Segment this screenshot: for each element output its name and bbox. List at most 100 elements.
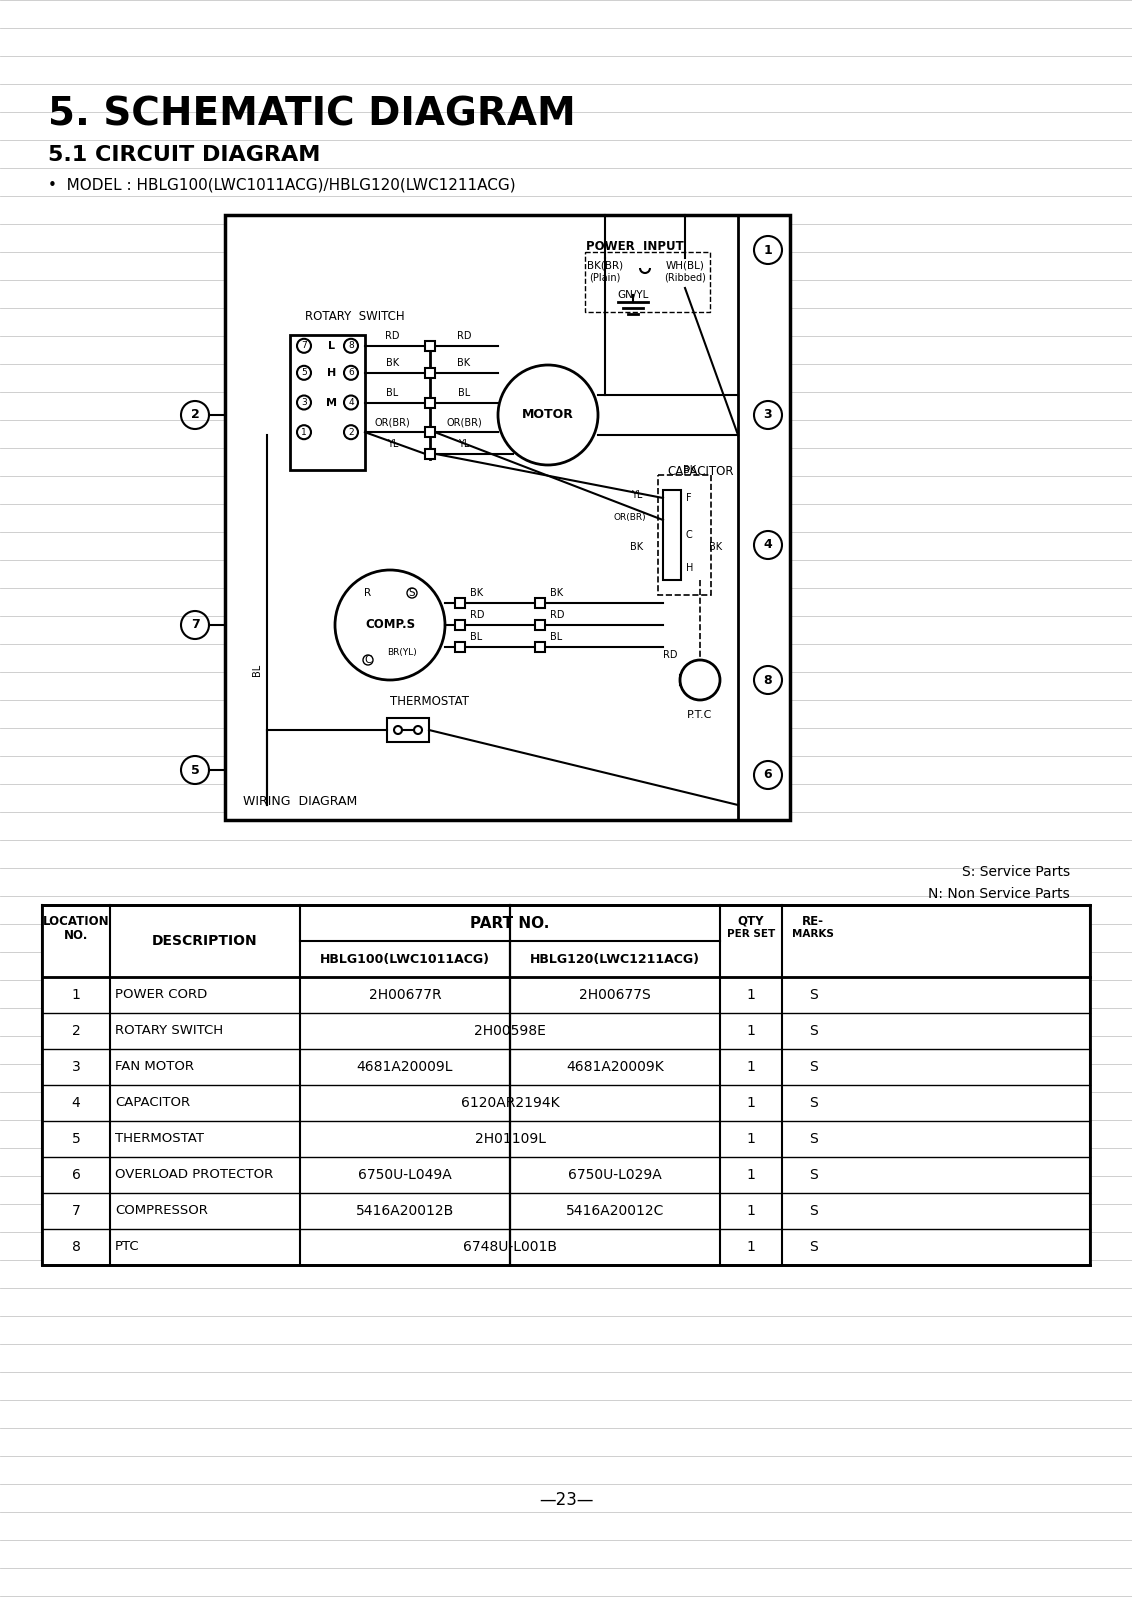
Text: RD: RD [662,650,677,659]
Text: YL: YL [632,490,643,499]
Text: S: S [808,1240,817,1254]
Text: HBLG100(LWC1011ACG): HBLG100(LWC1011ACG) [320,952,490,965]
Text: BK(BR): BK(BR) [586,259,623,270]
Text: —23—: —23— [539,1491,593,1509]
Text: 6: 6 [71,1168,80,1182]
Text: NO.: NO. [63,930,88,942]
Text: S: S [808,1024,817,1038]
Text: L: L [328,341,335,350]
Text: 8: 8 [764,674,772,686]
Bar [42,906,1090,1266]
Text: RD: RD [550,610,565,619]
Text: QTY: QTY [738,915,764,928]
Text: H: H [686,563,694,573]
Text: 3: 3 [301,398,307,406]
Text: 6: 6 [349,368,354,378]
Text: 8: 8 [71,1240,80,1254]
Text: 5: 5 [71,1133,80,1146]
Text: 1: 1 [71,987,80,1002]
Text: THERMOSTAT: THERMOSTAT [391,694,469,707]
Text: YL: YL [458,438,470,448]
Bar [663,490,681,579]
Text: P.T.C: P.T.C [687,710,713,720]
Text: 5.1 CIRCUIT DIAGRAM: 5.1 CIRCUIT DIAGRAM [48,146,320,165]
Text: WIRING  DIAGRAM: WIRING DIAGRAM [243,795,358,808]
Text: 7: 7 [190,619,199,632]
Text: PER SET: PER SET [727,930,775,939]
Text: BK: BK [470,587,483,598]
Text: MARKS: MARKS [792,930,834,939]
Text: 4: 4 [71,1096,80,1110]
Text: 1: 1 [747,1096,755,1110]
Text: R: R [365,587,371,598]
Text: 1: 1 [747,987,755,1002]
Bar [424,368,435,378]
Text: 5416A20012B: 5416A20012B [355,1203,454,1218]
Text: PART NO.: PART NO. [470,915,550,931]
Text: 4681A20009K: 4681A20009K [566,1059,663,1074]
Text: C: C [686,530,693,541]
Text: 6748U-L001B: 6748U-L001B [463,1240,557,1254]
Text: BK: BK [709,542,722,552]
Text: CAPACITOR: CAPACITOR [667,466,734,478]
Text: 1: 1 [747,1168,755,1182]
Text: 2: 2 [190,408,199,421]
Bar [535,642,544,653]
Text: OR(BR): OR(BR) [375,418,411,427]
Text: 2: 2 [349,427,354,437]
Text: BL: BL [457,387,470,397]
Text: 4: 4 [349,398,354,406]
Text: 3: 3 [71,1059,80,1074]
Text: S: S [808,1168,817,1182]
Text: POWER CORD: POWER CORD [115,989,207,1002]
Text: S: S [808,1096,817,1110]
Text: 2: 2 [71,1024,80,1038]
Text: RD: RD [456,331,471,341]
Text: 5: 5 [190,763,199,776]
Bar [424,448,435,459]
Bar [585,251,710,312]
Text: BK: BK [457,358,471,368]
Text: 1: 1 [747,1240,755,1254]
Text: 2H00677S: 2H00677S [580,987,651,1002]
Text: 7: 7 [71,1203,80,1218]
Text: 5. SCHEMATIC DIAGRAM: 5. SCHEMATIC DIAGRAM [48,96,576,134]
Bar [658,475,711,595]
Text: BL: BL [550,632,563,642]
Text: C: C [365,654,371,666]
Text: S: S [808,1203,817,1218]
Text: (Ribbed): (Ribbed) [664,272,706,282]
Text: 5: 5 [301,368,307,378]
Text: BK: BK [386,358,400,368]
Bar [455,619,465,630]
Text: 4: 4 [764,539,772,552]
Bar [424,397,435,408]
Text: 6750U-L029A: 6750U-L029A [568,1168,662,1182]
Text: 6120AR2194K: 6120AR2194K [461,1096,559,1110]
Text: 1: 1 [764,243,772,256]
Text: (Plain): (Plain) [590,272,620,282]
Text: THERMOSTAT: THERMOSTAT [115,1133,204,1146]
Text: F: F [686,493,692,502]
Text: BL: BL [386,387,398,397]
Bar [535,619,544,630]
Text: ROTARY  SWITCH: ROTARY SWITCH [305,310,404,323]
Text: BK: BK [631,542,644,552]
Text: RD: RD [385,331,400,341]
Text: GN/YL: GN/YL [617,290,649,301]
Text: OR(BR): OR(BR) [446,418,482,427]
Text: YL: YL [387,438,398,448]
Bar [290,334,365,470]
Text: 1: 1 [747,1133,755,1146]
Text: N: Non Service Parts: N: Non Service Parts [928,886,1070,901]
Text: 5416A20012C: 5416A20012C [566,1203,664,1218]
Text: 2H00677R: 2H00677R [369,987,441,1002]
Text: 6: 6 [764,768,772,781]
Text: BR(YL): BR(YL) [387,648,417,658]
Text: S: S [808,1133,817,1146]
Text: OVERLOAD PROTECTOR: OVERLOAD PROTECTOR [115,1168,273,1181]
Text: HBLG120(LWC1211ACG): HBLG120(LWC1211ACG) [530,952,700,965]
Bar [424,341,435,350]
Bar [225,214,790,819]
Text: 1: 1 [747,1203,755,1218]
